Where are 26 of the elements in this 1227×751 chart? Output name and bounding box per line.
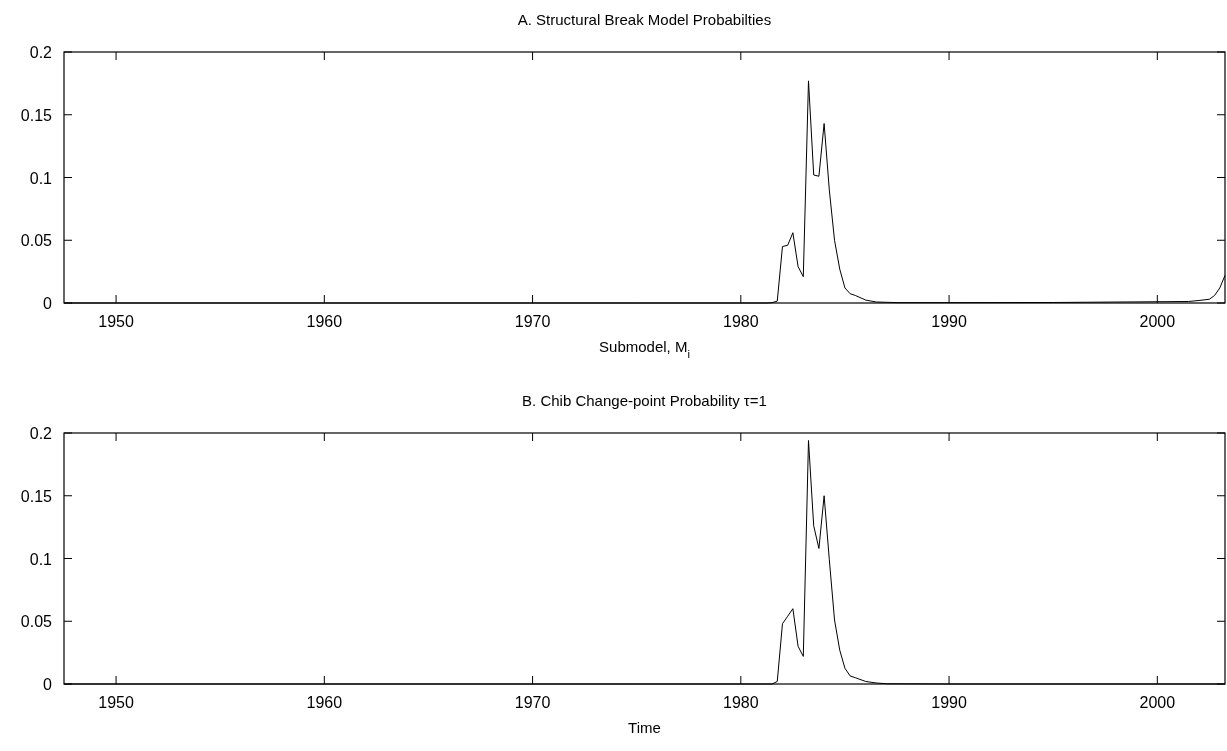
x-tick-label: 1960 (306, 313, 343, 330)
y-tick-label: 0 (43, 676, 53, 693)
y-tick-label: 0.2 (29, 425, 53, 442)
y-tick-label: 0 (43, 295, 53, 312)
y-tick-label: 0.05 (20, 232, 53, 250)
x-axis-title: Time (628, 719, 661, 736)
y-tick-label: 0.1 (29, 550, 53, 568)
x-tick-label: 1950 (98, 313, 134, 330)
x-tick-label: 1990 (931, 694, 967, 711)
x-tick-label: 2000 (1139, 694, 1176, 711)
y-tick-label: 0.15 (20, 106, 53, 124)
x-tick-label: 1990 (931, 313, 967, 330)
y-tick-label: 0.05 (20, 613, 53, 631)
chart-title: B. Chib Change-point Probability τ=1 (522, 392, 767, 409)
x-tick-label: 1960 (306, 694, 343, 711)
y-tick-label: 0.2 (29, 44, 53, 61)
x-tick-label: 1950 (98, 694, 134, 711)
x-tick-label: 1980 (723, 313, 759, 330)
x-tick-label: 1970 (514, 694, 551, 711)
x-tick-label: 1970 (514, 313, 551, 330)
chart-title: A. Structural Break Model Probabilties (517, 11, 772, 28)
y-tick-label: 0.15 (20, 487, 53, 505)
x-tick-label: 1980 (723, 694, 759, 711)
x-tick-label: 2000 (1139, 313, 1176, 330)
x-axis-title: Submodel, M$_{i}$ (599, 338, 690, 360)
y-tick-label: 0.1 (29, 169, 53, 187)
